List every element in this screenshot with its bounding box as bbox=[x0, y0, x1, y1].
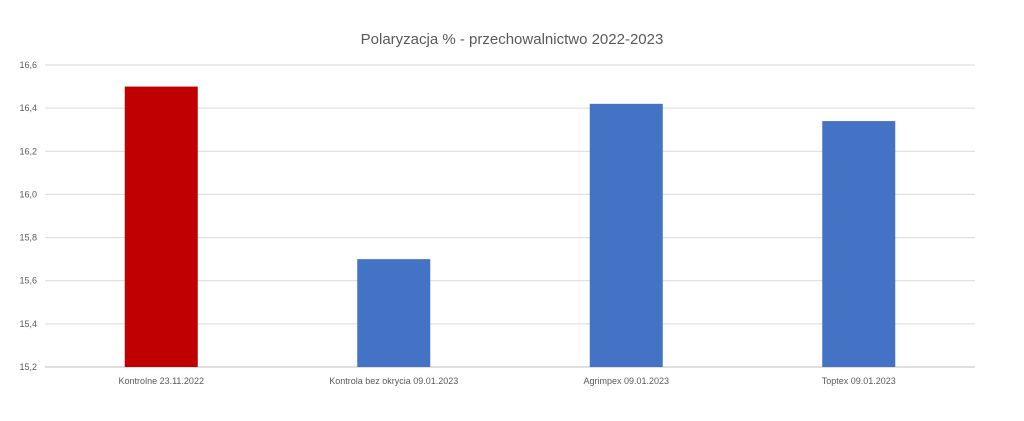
bar bbox=[589, 103, 663, 367]
y-tick-label: 15,8 bbox=[19, 233, 37, 243]
x-category-label: Kontrola bez okrycia 09.01.2023 bbox=[329, 376, 458, 386]
y-tick-label: 16,6 bbox=[19, 60, 37, 70]
y-tick-label: 15,6 bbox=[19, 276, 37, 286]
y-tick-label: 16,4 bbox=[19, 103, 37, 113]
y-tick-label: 16,2 bbox=[19, 146, 37, 156]
bar bbox=[357, 259, 431, 367]
y-tick-label: 15,2 bbox=[19, 362, 37, 372]
y-tick-label: 16,0 bbox=[19, 189, 37, 199]
bar bbox=[822, 121, 896, 367]
x-category-label: Toptex 09.01.2023 bbox=[822, 376, 896, 386]
y-tick-label: 15,4 bbox=[19, 319, 37, 329]
x-category-label: Agrimpex 09.01.2023 bbox=[583, 376, 669, 386]
bar bbox=[124, 86, 198, 368]
chart-title: Polaryzacja % - przechowalnictwo 2022-20… bbox=[360, 31, 664, 48]
x-category-label: Kontrolne 23.11.2022 bbox=[119, 376, 204, 386]
